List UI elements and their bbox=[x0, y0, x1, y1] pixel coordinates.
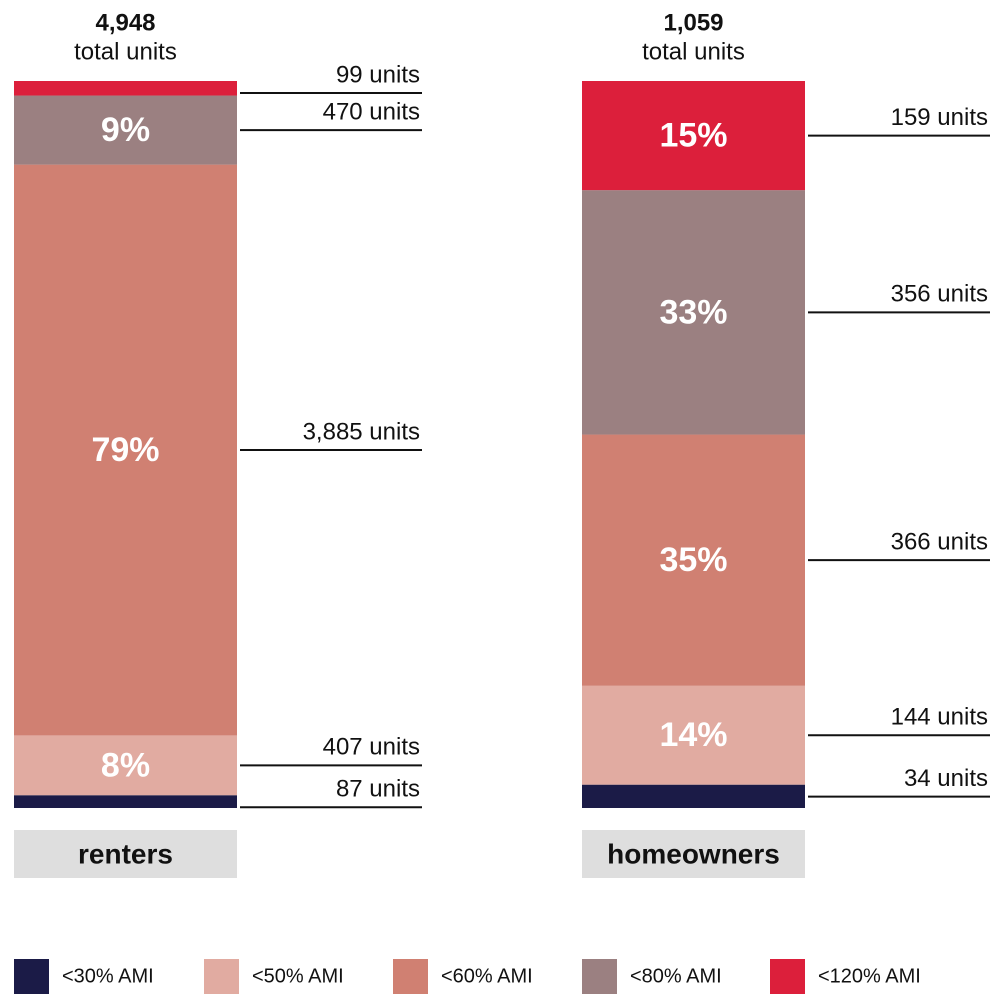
bar-segment bbox=[582, 190, 805, 435]
bar-segment bbox=[582, 434, 805, 686]
bar-segment bbox=[582, 81, 805, 191]
bar-segment bbox=[14, 164, 237, 736]
category-box bbox=[582, 830, 805, 878]
value-label: 470 units bbox=[323, 98, 420, 125]
total-value: 4,948 bbox=[95, 9, 155, 36]
value-label: 366 units bbox=[891, 529, 988, 556]
value-label: 87 units bbox=[336, 776, 420, 803]
percent-label: 8% bbox=[101, 746, 150, 784]
value-label: 356 units bbox=[891, 281, 988, 308]
legend-swatch bbox=[582, 959, 617, 994]
value-label: 407 units bbox=[323, 734, 420, 761]
percent-label: 15% bbox=[659, 117, 727, 155]
bar-segment bbox=[582, 784, 805, 808]
value-label: 3,885 units bbox=[303, 418, 420, 445]
percent-label: 79% bbox=[91, 431, 159, 469]
percent-label: 14% bbox=[659, 716, 727, 754]
value-label: 34 units bbox=[904, 765, 988, 792]
category-label: renters bbox=[78, 838, 173, 869]
legend-label: <80% AMI bbox=[630, 965, 722, 987]
category-box bbox=[14, 830, 237, 878]
legend-swatch bbox=[204, 959, 239, 994]
total-caption: total units bbox=[642, 38, 745, 65]
bar-segment bbox=[14, 735, 237, 796]
legend-swatch bbox=[770, 959, 805, 994]
total-caption: total units bbox=[74, 38, 177, 65]
bar-segment bbox=[14, 81, 237, 96]
bar-segment bbox=[14, 795, 237, 808]
bar-segment bbox=[582, 685, 805, 785]
value-label: 144 units bbox=[891, 704, 988, 731]
category-label: homeowners bbox=[607, 838, 780, 869]
legend-label: <50% AMI bbox=[252, 965, 344, 987]
percent-label: 35% bbox=[659, 541, 727, 579]
total-value: 1,059 bbox=[663, 9, 723, 36]
bar-segment bbox=[14, 95, 237, 165]
percent-label: 33% bbox=[659, 293, 727, 331]
percent-label: 9% bbox=[101, 111, 150, 149]
legend-swatch bbox=[14, 959, 49, 994]
legend-label: <30% AMI bbox=[62, 965, 154, 987]
value-label: 99 units bbox=[336, 61, 420, 88]
value-label: 159 units bbox=[891, 104, 988, 131]
legend-swatch bbox=[393, 959, 428, 994]
legend-label: <120% AMI bbox=[818, 965, 921, 987]
legend-label: <60% AMI bbox=[441, 965, 533, 987]
